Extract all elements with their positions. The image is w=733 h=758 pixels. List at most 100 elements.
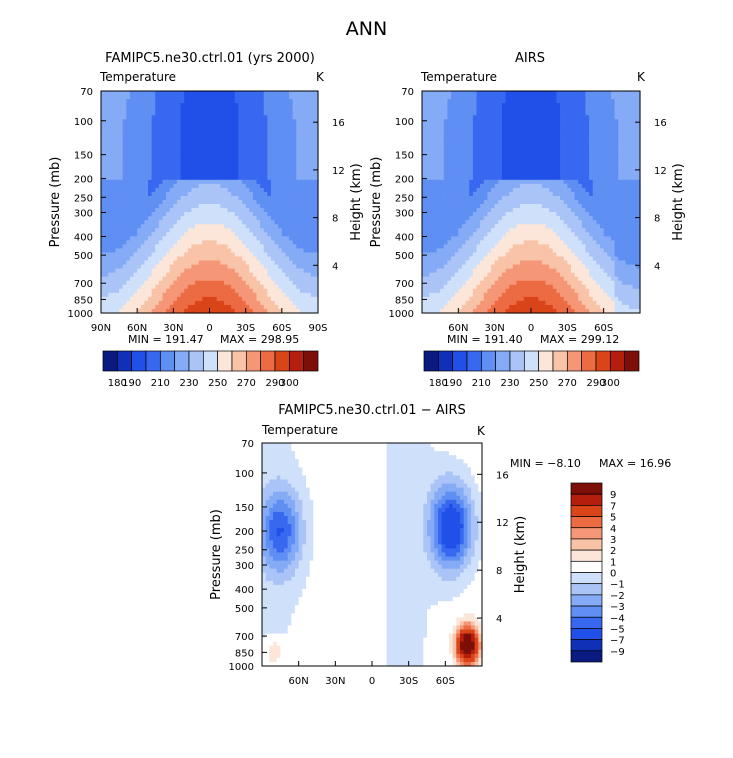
field-cell	[292, 123, 297, 128]
field-cell	[209, 236, 214, 241]
field-cell	[527, 111, 532, 116]
field-cell	[184, 139, 189, 145]
field-cell	[296, 183, 301, 189]
field-cell	[516, 95, 521, 100]
field-cell	[180, 179, 185, 185]
y-tick-label: 150	[74, 151, 93, 162]
field-cell	[469, 131, 474, 136]
field-cell	[443, 256, 449, 262]
field-cell	[111, 204, 117, 209]
field-cell	[494, 268, 499, 274]
field-cell	[285, 119, 290, 124]
figure-title: ANN	[345, 18, 388, 40]
field-cell	[281, 139, 287, 145]
field-cell	[126, 175, 131, 181]
field-cell	[176, 151, 182, 157]
field-cell	[119, 183, 124, 189]
field-cell	[209, 187, 214, 193]
field-cell	[191, 244, 196, 250]
field-cell	[104, 187, 109, 193]
field-cell	[187, 272, 193, 278]
field-cell	[144, 159, 149, 165]
field-cell	[494, 264, 499, 270]
field-cell	[263, 252, 268, 258]
field-cell	[458, 131, 463, 136]
field-cell	[454, 187, 459, 193]
field-cell	[278, 199, 283, 205]
field-cell	[227, 163, 232, 169]
field-cell	[263, 119, 268, 124]
field-cell	[158, 103, 164, 108]
field-cell	[480, 179, 485, 185]
field-cell	[245, 111, 250, 116]
field-cell	[202, 260, 207, 266]
field-cell	[501, 276, 507, 282]
field-cell	[299, 220, 305, 225]
field-cell	[176, 115, 182, 120]
field-cell	[104, 308, 109, 314]
field-cell	[491, 256, 496, 262]
field-cell	[238, 212, 243, 217]
field-cell	[270, 127, 276, 132]
field-cell	[429, 159, 434, 165]
field-cell	[303, 260, 308, 266]
field-cell	[184, 232, 189, 237]
field-cell	[144, 244, 149, 250]
field-cell	[119, 276, 124, 282]
field-cell	[202, 296, 207, 302]
field-cell	[148, 252, 153, 258]
field-cell	[158, 111, 164, 116]
field-cell	[505, 183, 510, 189]
colorbar-box	[288, 350, 305, 372]
field-cell	[231, 131, 236, 136]
field-cell	[104, 195, 109, 201]
field-cell	[101, 248, 106, 254]
field-cell	[144, 236, 149, 241]
field-cell	[432, 139, 438, 145]
field-cell	[505, 208, 510, 213]
field-cell	[451, 179, 456, 185]
field-cell	[440, 296, 445, 302]
field-cell	[158, 163, 164, 169]
field-cell	[191, 175, 196, 181]
field-cell	[501, 123, 507, 128]
field-cell	[310, 300, 315, 306]
field-cell	[429, 288, 434, 294]
field-cell	[458, 183, 463, 189]
field-cell	[278, 292, 283, 298]
field-cell	[158, 183, 164, 189]
field-cell	[281, 300, 287, 306]
field-cell	[111, 280, 117, 286]
field-cell	[429, 248, 434, 254]
field-cell	[267, 143, 272, 149]
field-cell	[173, 276, 178, 282]
field-cell	[289, 127, 294, 132]
field-cell	[238, 260, 243, 266]
x-tick-label: 30S	[236, 323, 255, 334]
field-cell	[220, 252, 225, 258]
field-cell	[198, 228, 203, 233]
field-cell	[108, 131, 113, 136]
field-cell	[137, 244, 142, 250]
field-cell	[216, 115, 221, 120]
field-cell	[270, 175, 276, 181]
field-cell	[231, 135, 236, 141]
field-cell	[122, 272, 127, 278]
field-cell	[220, 115, 225, 120]
field-cell	[447, 268, 452, 274]
field-cell	[155, 268, 160, 274]
colorbar-label: 190	[122, 378, 141, 389]
field-cell	[454, 240, 459, 245]
field-cell	[274, 171, 279, 177]
field-cell	[126, 199, 131, 205]
field-cell	[527, 155, 532, 161]
field-cell	[465, 103, 470, 108]
field-cell	[155, 151, 160, 157]
field-cell	[238, 135, 243, 141]
field-cell	[137, 212, 142, 217]
field-cell	[169, 284, 174, 290]
field-cell	[169, 244, 174, 250]
field-cell	[191, 288, 196, 294]
field-cell	[505, 91, 510, 96]
field-cell	[216, 95, 221, 100]
